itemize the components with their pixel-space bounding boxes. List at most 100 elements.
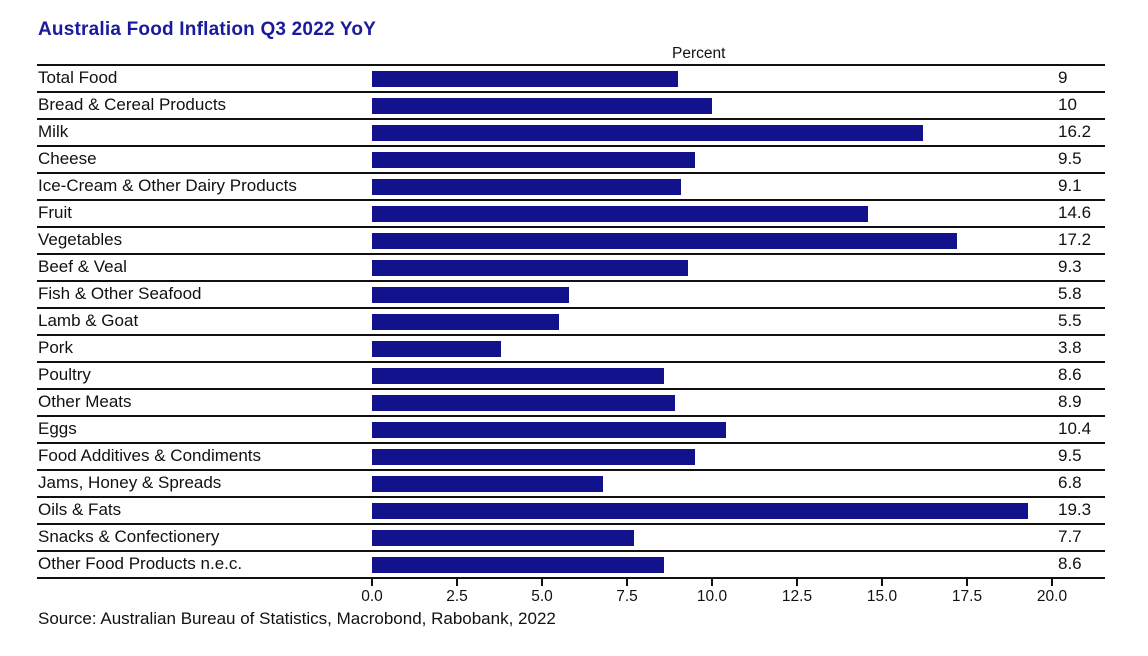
bar-chart: Total Food 9 Bread & Cereal Products 10 Milk… bbox=[37, 64, 1105, 624]
bar-row: Pork 3.8 bbox=[37, 334, 1105, 361]
category-label: Other Meats bbox=[38, 392, 132, 411]
bar bbox=[372, 314, 559, 330]
value-label: 9 bbox=[1058, 68, 1068, 87]
x-axis-tick bbox=[456, 579, 458, 586]
value-label: 7.7 bbox=[1058, 527, 1082, 546]
value-label: 19.3 bbox=[1058, 500, 1092, 519]
x-axis-tick bbox=[966, 579, 968, 586]
bar-row: Snacks & Confectionery 7.7 bbox=[37, 523, 1105, 550]
x-axis-tick bbox=[626, 579, 628, 586]
x-axis-tick-label: 10.0 bbox=[696, 588, 728, 605]
bar bbox=[372, 449, 695, 465]
value-label: 8.6 bbox=[1058, 365, 1082, 384]
bar bbox=[372, 422, 726, 438]
value-label: 10.4 bbox=[1058, 419, 1092, 438]
bar bbox=[372, 395, 675, 411]
value-label: 3.8 bbox=[1058, 338, 1082, 357]
bar bbox=[372, 476, 604, 492]
x-axis-tick bbox=[541, 579, 543, 586]
value-label: 16.2 bbox=[1058, 122, 1092, 141]
bar bbox=[372, 260, 689, 276]
category-label: Vegetables bbox=[38, 230, 123, 249]
x-axis-tick-label: 15.0 bbox=[866, 588, 898, 605]
bar bbox=[372, 233, 957, 249]
bar-row: Other Meats 8.9 bbox=[37, 388, 1105, 415]
x-axis-tick bbox=[1051, 579, 1053, 586]
bar bbox=[372, 530, 634, 546]
value-label: 17.2 bbox=[1058, 230, 1092, 249]
bar-row: Jams, Honey & Spreads 6.8 bbox=[37, 469, 1105, 496]
bar-row: Fruit 14.6 bbox=[37, 199, 1105, 226]
bar bbox=[372, 179, 682, 195]
bar bbox=[372, 368, 665, 384]
value-label: 9.3 bbox=[1058, 257, 1082, 276]
category-label: Other Food Products n.e.c. bbox=[38, 554, 243, 573]
category-label: Ice-Cream & Other Dairy Products bbox=[38, 176, 297, 195]
bar bbox=[372, 98, 712, 114]
value-label: 9.5 bbox=[1058, 446, 1082, 465]
bar-chart-rows: Total Food 9 Bread & Cereal Products 10 Milk… bbox=[37, 64, 1105, 579]
category-label: Cheese bbox=[38, 149, 97, 168]
bar bbox=[372, 557, 665, 573]
value-label: 9.5 bbox=[1058, 149, 1082, 168]
category-label: Oils & Fats bbox=[38, 500, 122, 519]
value-label: 5.8 bbox=[1058, 284, 1082, 303]
bar-row: Eggs 10.4 bbox=[37, 415, 1105, 442]
category-label: Fish & Other Seafood bbox=[38, 284, 202, 303]
bar-row: Bread & Cereal Products 10 bbox=[37, 91, 1105, 118]
category-label: Lamb & Goat bbox=[38, 311, 139, 330]
bar-row: Lamb & Goat 5.5 bbox=[37, 307, 1105, 334]
x-axis-tick-label: 12.5 bbox=[781, 588, 813, 605]
x-axis-tick-label: 17.5 bbox=[951, 588, 983, 605]
category-label: Beef & Veal bbox=[38, 257, 127, 276]
x-axis-unit-label: Percent bbox=[672, 45, 726, 62]
category-label: Food Additives & Condiments bbox=[38, 446, 262, 465]
chart-title: Australia Food Inflation Q3 2022 YoY bbox=[38, 19, 377, 40]
category-label: Milk bbox=[38, 122, 69, 141]
bar-row: Total Food 9 bbox=[37, 64, 1105, 91]
value-label: 9.1 bbox=[1058, 176, 1082, 195]
bar-row: Other Food Products n.e.c. 8.6 bbox=[37, 550, 1105, 577]
value-label: 6.8 bbox=[1058, 473, 1082, 492]
x-axis-tick-label: 5.0 bbox=[531, 588, 553, 605]
x-axis-tick bbox=[711, 579, 713, 586]
source-caption: Source: Australian Bureau of Statistics,… bbox=[38, 609, 556, 628]
bar-row: Cheese 9.5 bbox=[37, 145, 1105, 172]
bar bbox=[372, 125, 923, 141]
x-axis-tick-label: 7.5 bbox=[616, 588, 638, 605]
x-axis-tick-label: 2.5 bbox=[446, 588, 468, 605]
x-axis-tick-label: 0.0 bbox=[361, 588, 383, 605]
bar-row: Fish & Other Seafood 5.8 bbox=[37, 280, 1105, 307]
bar-row: Ice-Cream & Other Dairy Products 9.1 bbox=[37, 172, 1105, 199]
x-axis-tick-label: 20.0 bbox=[1036, 588, 1068, 605]
value-label: 5.5 bbox=[1058, 311, 1082, 330]
category-label: Total Food bbox=[38, 68, 118, 87]
category-label: Poultry bbox=[38, 365, 91, 384]
bar-row: Oils & Fats 19.3 bbox=[37, 496, 1105, 523]
bar-row: Poultry 8.6 bbox=[37, 361, 1105, 388]
value-label: 8.9 bbox=[1058, 392, 1082, 411]
x-axis-tick bbox=[371, 579, 373, 586]
category-label: Pork bbox=[38, 338, 73, 357]
bar bbox=[372, 287, 570, 303]
bar bbox=[372, 152, 695, 168]
bar-row: Milk 16.2 bbox=[37, 118, 1105, 145]
x-axis: 0.0 2.5 5.0 7.5 10.0 12.5 15.0 17.5 20.0 bbox=[37, 579, 1105, 624]
bar bbox=[372, 206, 869, 222]
bar-row: Food Additives & Condiments 9.5 bbox=[37, 442, 1105, 469]
category-label: Eggs bbox=[38, 419, 77, 438]
bar bbox=[372, 71, 678, 87]
category-label: Snacks & Confectionery bbox=[38, 527, 220, 546]
bar bbox=[372, 503, 1029, 519]
bar bbox=[372, 341, 502, 357]
value-label: 8.6 bbox=[1058, 554, 1082, 573]
category-label: Bread & Cereal Products bbox=[38, 95, 227, 114]
value-label: 14.6 bbox=[1058, 203, 1092, 222]
x-axis-tick bbox=[796, 579, 798, 586]
category-label: Fruit bbox=[38, 203, 72, 222]
value-label: 10 bbox=[1058, 95, 1077, 114]
bar-row: Beef & Veal 9.3 bbox=[37, 253, 1105, 280]
category-label: Jams, Honey & Spreads bbox=[38, 473, 222, 492]
bar-row: Vegetables 17.2 bbox=[37, 226, 1105, 253]
x-axis-tick bbox=[881, 579, 883, 586]
